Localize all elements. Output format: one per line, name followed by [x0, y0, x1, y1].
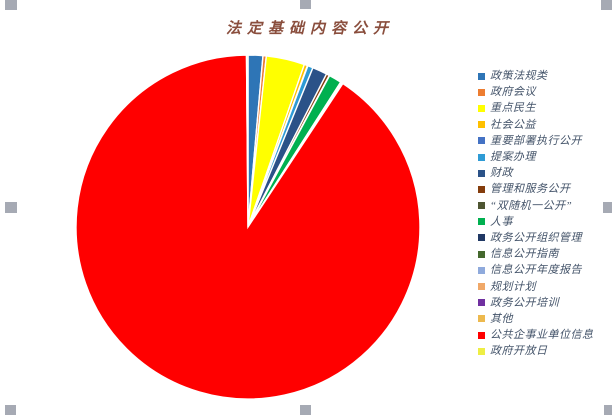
legend-item[interactable]: 政务公开组织管理 — [478, 230, 610, 246]
legend-item[interactable]: 人事 — [478, 214, 610, 230]
legend-item[interactable]: 提案办理 — [478, 149, 610, 165]
legend-item[interactable]: “双随机一公开” — [478, 198, 610, 214]
legend-label: 人事 — [490, 215, 513, 228]
legend-swatch-icon — [478, 137, 485, 145]
legend-swatch-icon — [478, 315, 485, 323]
legend-label: 政府会议 — [490, 86, 536, 99]
legend-item[interactable]: 其他 — [478, 311, 610, 327]
legend-label: 社会公益 — [490, 118, 536, 131]
resize-handle-top-middle[interactable] — [300, 0, 311, 9]
legend-label: 重要部署执行公开 — [490, 134, 582, 147]
legend-item[interactable]: 社会公益 — [478, 117, 610, 133]
legend-label: 政府开放日 — [490, 345, 548, 358]
resize-handle-bottom-right[interactable] — [604, 405, 612, 415]
legend-label: 重点民生 — [490, 102, 536, 115]
legend-swatch-icon — [478, 88, 485, 96]
legend-swatch-icon — [478, 153, 485, 161]
legend-item[interactable]: 政府开放日 — [478, 343, 610, 359]
legend-label: 信息公开指南 — [490, 248, 559, 261]
legend-label: 公共企事业单位信息 — [490, 329, 594, 342]
legend-label: 政务公开培训 — [490, 296, 559, 309]
legend-label: “双随机一公开” — [490, 199, 573, 212]
legend-label: 信息公开年度报告 — [490, 264, 582, 277]
legend-item[interactable]: 重点民生 — [478, 100, 610, 116]
legend-label: 政策法规类 — [490, 70, 548, 83]
legend-swatch-icon — [478, 283, 485, 291]
legend-swatch-icon — [478, 202, 485, 210]
legend-item[interactable]: 财政 — [478, 165, 610, 181]
legend-swatch-icon — [478, 250, 485, 258]
legend-item[interactable]: 政务公开培训 — [478, 295, 610, 311]
legend-item[interactable]: 管理和服务公开 — [478, 181, 610, 197]
resize-handle-middle-left[interactable] — [5, 202, 17, 213]
legend-label: 提案办理 — [490, 151, 536, 164]
legend-label: 管理和服务公开 — [490, 183, 571, 196]
legend-item[interactable]: 政府会议 — [478, 84, 610, 100]
legend-item[interactable]: 公共企事业单位信息 — [478, 327, 610, 343]
legend-swatch-icon — [478, 104, 485, 112]
legend-item[interactable]: 规划计划 — [478, 278, 610, 294]
legend-item[interactable]: 重要部署执行公开 — [478, 133, 610, 149]
resize-handle-top-left[interactable] — [5, 0, 17, 10]
legend-swatch-icon — [478, 72, 485, 80]
legend-swatch-icon — [478, 347, 485, 355]
legend-swatch-icon — [478, 266, 485, 274]
resize-handle-top-right[interactable] — [601, 0, 612, 10]
resize-handle-middle-right[interactable] — [603, 202, 612, 213]
legend-label: 政务公开组织管理 — [490, 231, 582, 244]
resize-handle-bottom-left[interactable] — [5, 405, 16, 415]
legend-label: 规划计划 — [490, 280, 536, 293]
legend-swatch-icon — [478, 185, 485, 193]
legend-label: 财政 — [490, 167, 513, 180]
legend-swatch-icon — [478, 121, 485, 129]
resize-handle-bottom-middle[interactable] — [300, 405, 311, 415]
legend-swatch-icon — [478, 218, 485, 226]
legend-item[interactable]: 信息公开年度报告 — [478, 262, 610, 278]
legend-label: 其他 — [490, 312, 513, 325]
legend-swatch-icon — [478, 299, 485, 307]
pie-slice[interactable] — [245, 54, 249, 228]
chart-title: 法定基础内容公开 — [225, 21, 394, 37]
legend-swatch-icon — [478, 331, 485, 339]
legend-item[interactable]: 信息公开指南 — [478, 246, 610, 262]
chart-legend: 政策法规类政府会议重点民生社会公益重要部署执行公开 提案办理财政管理和服务公开 “双… — [478, 68, 610, 359]
legend-item[interactable]: 政策法规类 — [478, 68, 610, 84]
legend-swatch-icon — [478, 169, 485, 177]
legend-swatch-icon — [478, 234, 485, 242]
